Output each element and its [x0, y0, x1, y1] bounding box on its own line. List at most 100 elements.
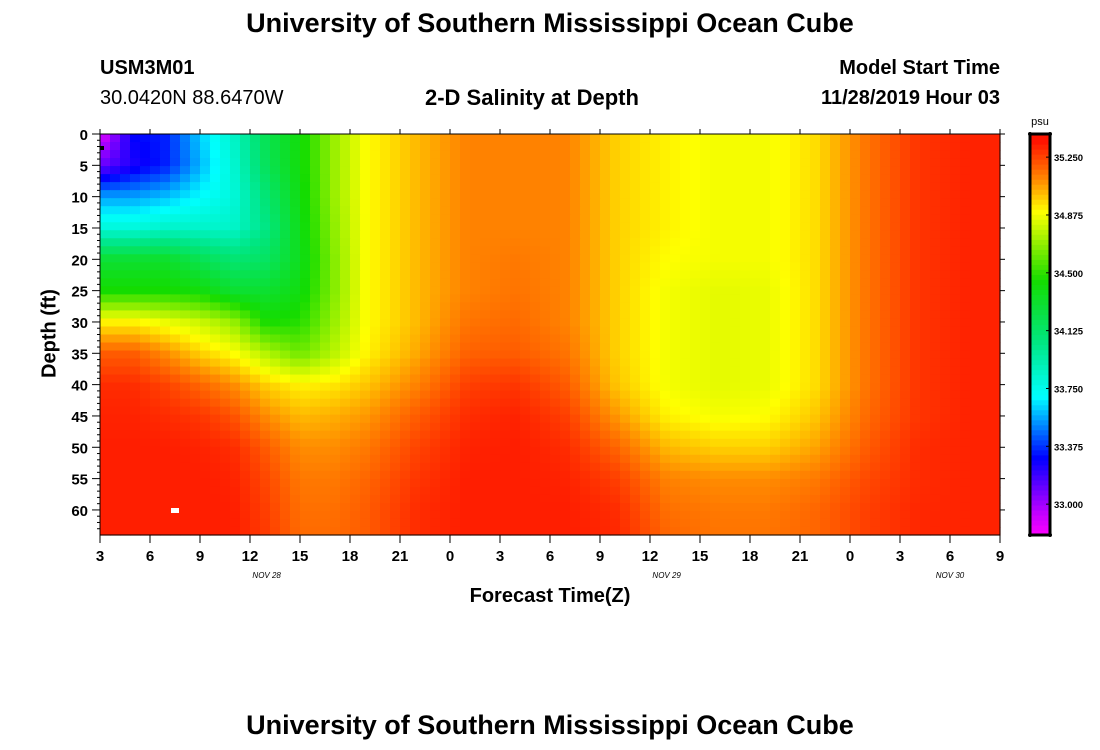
- heatmap-cell: [150, 358, 161, 368]
- heatmap-cell: [250, 318, 261, 328]
- heatmap-cell: [330, 318, 341, 328]
- heatmap-cell: [710, 294, 721, 304]
- heatmap-cell: [380, 222, 391, 231]
- heatmap-cell: [140, 318, 151, 328]
- heatmap-cell: [770, 334, 781, 344]
- heatmap-cell: [120, 358, 131, 368]
- heatmap-cell: [210, 430, 221, 440]
- heatmap-cell: [580, 494, 591, 504]
- heatmap-cell: [150, 326, 161, 336]
- heatmap-cell: [650, 518, 661, 528]
- heatmap-cell: [960, 494, 971, 504]
- heatmap-cell: [110, 286, 121, 295]
- heatmap-cell: [630, 382, 641, 392]
- heatmap-cell: [960, 230, 971, 239]
- heatmap-cell: [320, 134, 331, 143]
- heatmap-cell: [430, 270, 441, 279]
- heatmap-cell: [620, 238, 631, 247]
- heatmap-cell: [450, 518, 461, 528]
- heatmap-cell: [790, 246, 801, 255]
- heatmap-cell: [520, 134, 531, 143]
- heatmap-cell: [570, 446, 581, 456]
- heatmap-cell: [970, 494, 981, 504]
- heatmap-cell: [610, 518, 621, 528]
- heatmap-cell: [410, 438, 421, 448]
- heatmap-cell: [280, 302, 291, 312]
- heatmap-cell: [760, 494, 771, 504]
- heatmap-cell: [350, 246, 361, 255]
- heatmap-cell: [210, 454, 221, 464]
- heatmap-cell: [680, 238, 691, 247]
- heatmap-cell: [580, 262, 591, 271]
- heatmap-cell: [640, 206, 651, 215]
- heatmap-cell: [880, 470, 891, 480]
- heatmap-cell: [180, 342, 191, 352]
- heatmap-cell: [530, 246, 541, 255]
- x-tick-label: 12: [242, 548, 259, 565]
- heatmap-cell: [880, 174, 891, 183]
- heatmap-cell: [360, 150, 371, 159]
- heatmap-cell: [900, 150, 911, 159]
- heatmap-cell: [830, 166, 841, 175]
- heatmap-cell: [550, 262, 561, 271]
- heatmap-cell: [970, 334, 981, 344]
- heatmap-cell: [820, 454, 831, 464]
- heatmap-cell: [330, 374, 341, 384]
- heatmap-cell: [150, 462, 161, 472]
- heatmap-cell: [880, 198, 891, 207]
- heatmap-cell: [920, 198, 931, 207]
- heatmap-cell: [940, 358, 951, 368]
- heatmap-cell: [180, 254, 191, 263]
- heatmap-cell: [640, 166, 651, 175]
- heatmap-cell: [840, 142, 851, 151]
- heatmap-cell: [190, 422, 201, 432]
- heatmap-cell: [250, 510, 261, 520]
- heatmap-cell: [220, 206, 231, 215]
- heatmap-cell: [450, 134, 461, 143]
- heatmap-cell: [660, 414, 671, 424]
- heatmap-cell: [810, 374, 821, 384]
- heatmap-cell: [640, 446, 651, 456]
- heatmap-cell: [740, 310, 751, 320]
- heatmap-cell: [620, 486, 631, 496]
- heatmap-cell: [200, 350, 211, 360]
- heatmap-cell: [810, 406, 821, 416]
- heatmap-cell: [780, 462, 791, 472]
- heatmap-cell: [140, 462, 151, 472]
- colorbar-segment: [1030, 164, 1050, 170]
- heatmap-cell: [700, 166, 711, 175]
- heatmap-cell: [100, 142, 111, 151]
- heatmap-cell: [800, 430, 811, 440]
- heatmap-cell: [750, 366, 761, 376]
- heatmap-cell: [620, 494, 631, 504]
- heatmap-cell: [860, 262, 871, 271]
- heatmap-cell: [340, 318, 351, 328]
- heatmap-cell: [180, 318, 191, 328]
- heatmap-cell: [360, 334, 371, 344]
- heatmap-cell: [810, 238, 821, 247]
- heatmap-cell: [660, 406, 671, 416]
- heatmap-cell: [660, 206, 671, 215]
- heatmap-cell: [970, 406, 981, 416]
- heatmap-cell: [180, 382, 191, 392]
- heatmap-cell: [840, 462, 851, 472]
- heatmap-cell: [100, 494, 111, 504]
- heatmap-cell: [110, 262, 121, 271]
- heatmap-cell: [910, 502, 921, 512]
- heatmap-cell: [980, 502, 991, 512]
- heatmap-cell: [390, 398, 401, 408]
- heatmap-cell: [350, 366, 361, 376]
- heatmap-cell: [790, 390, 801, 400]
- heatmap-cell: [700, 422, 711, 432]
- heatmap-cell: [120, 302, 131, 312]
- heatmap-cell: [710, 342, 721, 352]
- heatmap-cell: [420, 206, 431, 215]
- heatmap-cell: [600, 334, 611, 344]
- heatmap-cell: [260, 462, 271, 472]
- heatmap-cell: [360, 238, 371, 247]
- heatmap-cell: [760, 254, 771, 263]
- heatmap-cell: [450, 166, 461, 175]
- heatmap-cell: [770, 390, 781, 400]
- heatmap-cell: [400, 382, 411, 392]
- heatmap-cell: [800, 382, 811, 392]
